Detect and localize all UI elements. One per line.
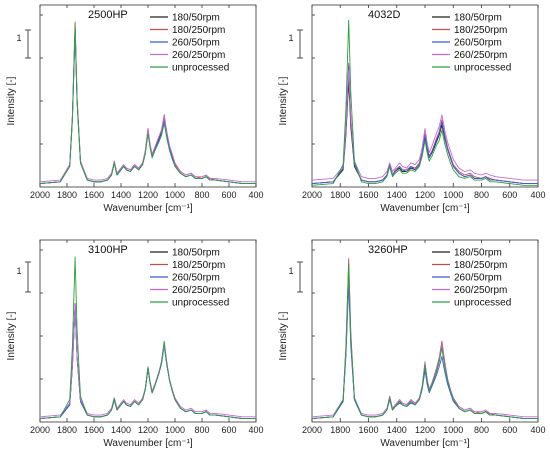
- x-tick-label: 400: [248, 190, 263, 200]
- x-tick-label: 1400: [111, 425, 131, 435]
- legend-entry: unprocessed: [454, 298, 511, 309]
- x-tick-label: 1200: [415, 190, 435, 200]
- legend-entry: 180/250rpm: [172, 260, 225, 271]
- x-tick-label: 2000: [30, 190, 50, 200]
- series-line-260/250rpm: [312, 69, 538, 181]
- legend-entry: 260/50rpm: [454, 38, 502, 49]
- chart-panel-4032D: 2000 1800 1600 1400 1200 1000 800 600 400 Wavenum…: [278, 4, 546, 214]
- legend-entry: 260/50rpm: [172, 273, 220, 284]
- panel-title: 3260HP: [368, 244, 408, 256]
- x-tick-label: 1600: [84, 190, 104, 200]
- legend-entry: 180/50rpm: [454, 248, 502, 259]
- series-group: [312, 258, 538, 420]
- scale-bar-label: 1: [16, 266, 21, 276]
- series-line-260/250rpm: [40, 306, 256, 418]
- y-axis-label: Intensity [-]: [278, 311, 289, 360]
- x-axis-label: Wavenumber [cm⁻¹]: [103, 203, 193, 214]
- legend-entry: 260/250rpm: [454, 50, 507, 61]
- x-tick-label: 400: [530, 190, 545, 200]
- x-tick-label: 1200: [138, 425, 158, 435]
- x-tick-label: 1800: [330, 190, 350, 200]
- legend-entry: 180/50rpm: [172, 248, 220, 259]
- x-tick-label: 2000: [302, 425, 322, 435]
- panel-title: 2500HP: [88, 9, 128, 21]
- legend-entry: unprocessed: [172, 298, 229, 309]
- series-line-260/250rpm: [40, 28, 256, 183]
- x-tick-label: 1200: [415, 425, 435, 435]
- legend-entry: 260/50rpm: [454, 273, 502, 284]
- x-tick-label: 800: [474, 425, 489, 435]
- x-tick-label: 600: [502, 425, 517, 435]
- x-tick-label: 800: [194, 190, 209, 200]
- scale-bar-label: 1: [288, 266, 293, 276]
- x-tick-label: 1000: [165, 425, 185, 435]
- x-tick-label: 1200: [138, 190, 158, 200]
- x-tick-label: 800: [474, 190, 489, 200]
- x-tick-label: 2000: [30, 425, 50, 435]
- series-group: [312, 19, 538, 186]
- chart-panel-2500HP: 2000 1800 1600 1400 1200 1000 800 600 400 Wavenum…: [6, 4, 264, 214]
- x-tick-label: 1800: [57, 190, 77, 200]
- legend-entry: unprocessed: [172, 63, 229, 74]
- legend-entry: 180/250rpm: [454, 25, 507, 36]
- x-tick-label: 1800: [57, 425, 77, 435]
- series-line-260/50rpm: [312, 66, 538, 185]
- y-axis-label: Intensity [-]: [278, 76, 289, 125]
- series-line-unprocessed: [312, 19, 538, 186]
- legend-entry: 260/250rpm: [172, 50, 225, 61]
- x-tick-label: 1000: [443, 425, 463, 435]
- y-axis-label: Intensity [-]: [6, 76, 17, 125]
- x-tick-label: 400: [248, 425, 263, 435]
- legend-entry: 180/250rpm: [172, 25, 225, 36]
- scale-bar-label: 1: [16, 33, 21, 43]
- x-tick-label: 400: [530, 425, 545, 435]
- legend-entry: 180/50rpm: [454, 13, 502, 24]
- x-tick-label: 1400: [387, 190, 407, 200]
- x-axis-label: Wavenumber [cm⁻¹]: [380, 438, 470, 449]
- chart-panel-3100HP: 2000 1800 1600 1400 1200 1000 800 600 400 Wavenum…: [6, 239, 264, 449]
- series-line-unprocessed: [40, 24, 256, 185]
- legend-entry: 260/250rpm: [454, 285, 507, 296]
- x-tick-label: 1400: [111, 190, 131, 200]
- chart-panel-3260HP: 2000 1800 1600 1400 1200 1000 800 600 400 Wavenum…: [278, 239, 546, 449]
- scale-bar-label: 1: [288, 33, 293, 43]
- series-group: [40, 21, 256, 185]
- x-tick-label: 1000: [443, 190, 463, 200]
- x-tick-label: 1800: [330, 425, 350, 435]
- x-tick-label: 800: [194, 425, 209, 435]
- legend-entry: 180/250rpm: [454, 260, 507, 271]
- legend-entry: 180/50rpm: [172, 13, 220, 24]
- x-axis-label: Wavenumber [cm⁻¹]: [103, 438, 193, 449]
- legend-entry: unprocessed: [454, 63, 511, 74]
- x-tick-label: 1400: [387, 425, 407, 435]
- x-tick-label: 600: [502, 190, 517, 200]
- legend-entry: 260/250rpm: [172, 285, 225, 296]
- series-group: [40, 256, 256, 420]
- series-line-unprocessed: [40, 256, 256, 420]
- x-tick-label: 1600: [358, 425, 378, 435]
- x-tick-label: 1600: [84, 425, 104, 435]
- x-tick-label: 600: [221, 425, 236, 435]
- series-line-unprocessed: [312, 263, 538, 420]
- x-tick-label: 1600: [358, 190, 378, 200]
- x-axis-label: Wavenumber [cm⁻¹]: [380, 203, 470, 214]
- panel-title: 3100HP: [88, 244, 128, 256]
- x-tick-label: 1000: [165, 190, 185, 200]
- panel-title: 4032D: [368, 9, 400, 21]
- x-tick-label: 600: [221, 190, 236, 200]
- legend-entry: 260/50rpm: [172, 38, 220, 49]
- x-tick-label: 2000: [302, 190, 322, 200]
- y-axis-label: Intensity [-]: [6, 311, 17, 360]
